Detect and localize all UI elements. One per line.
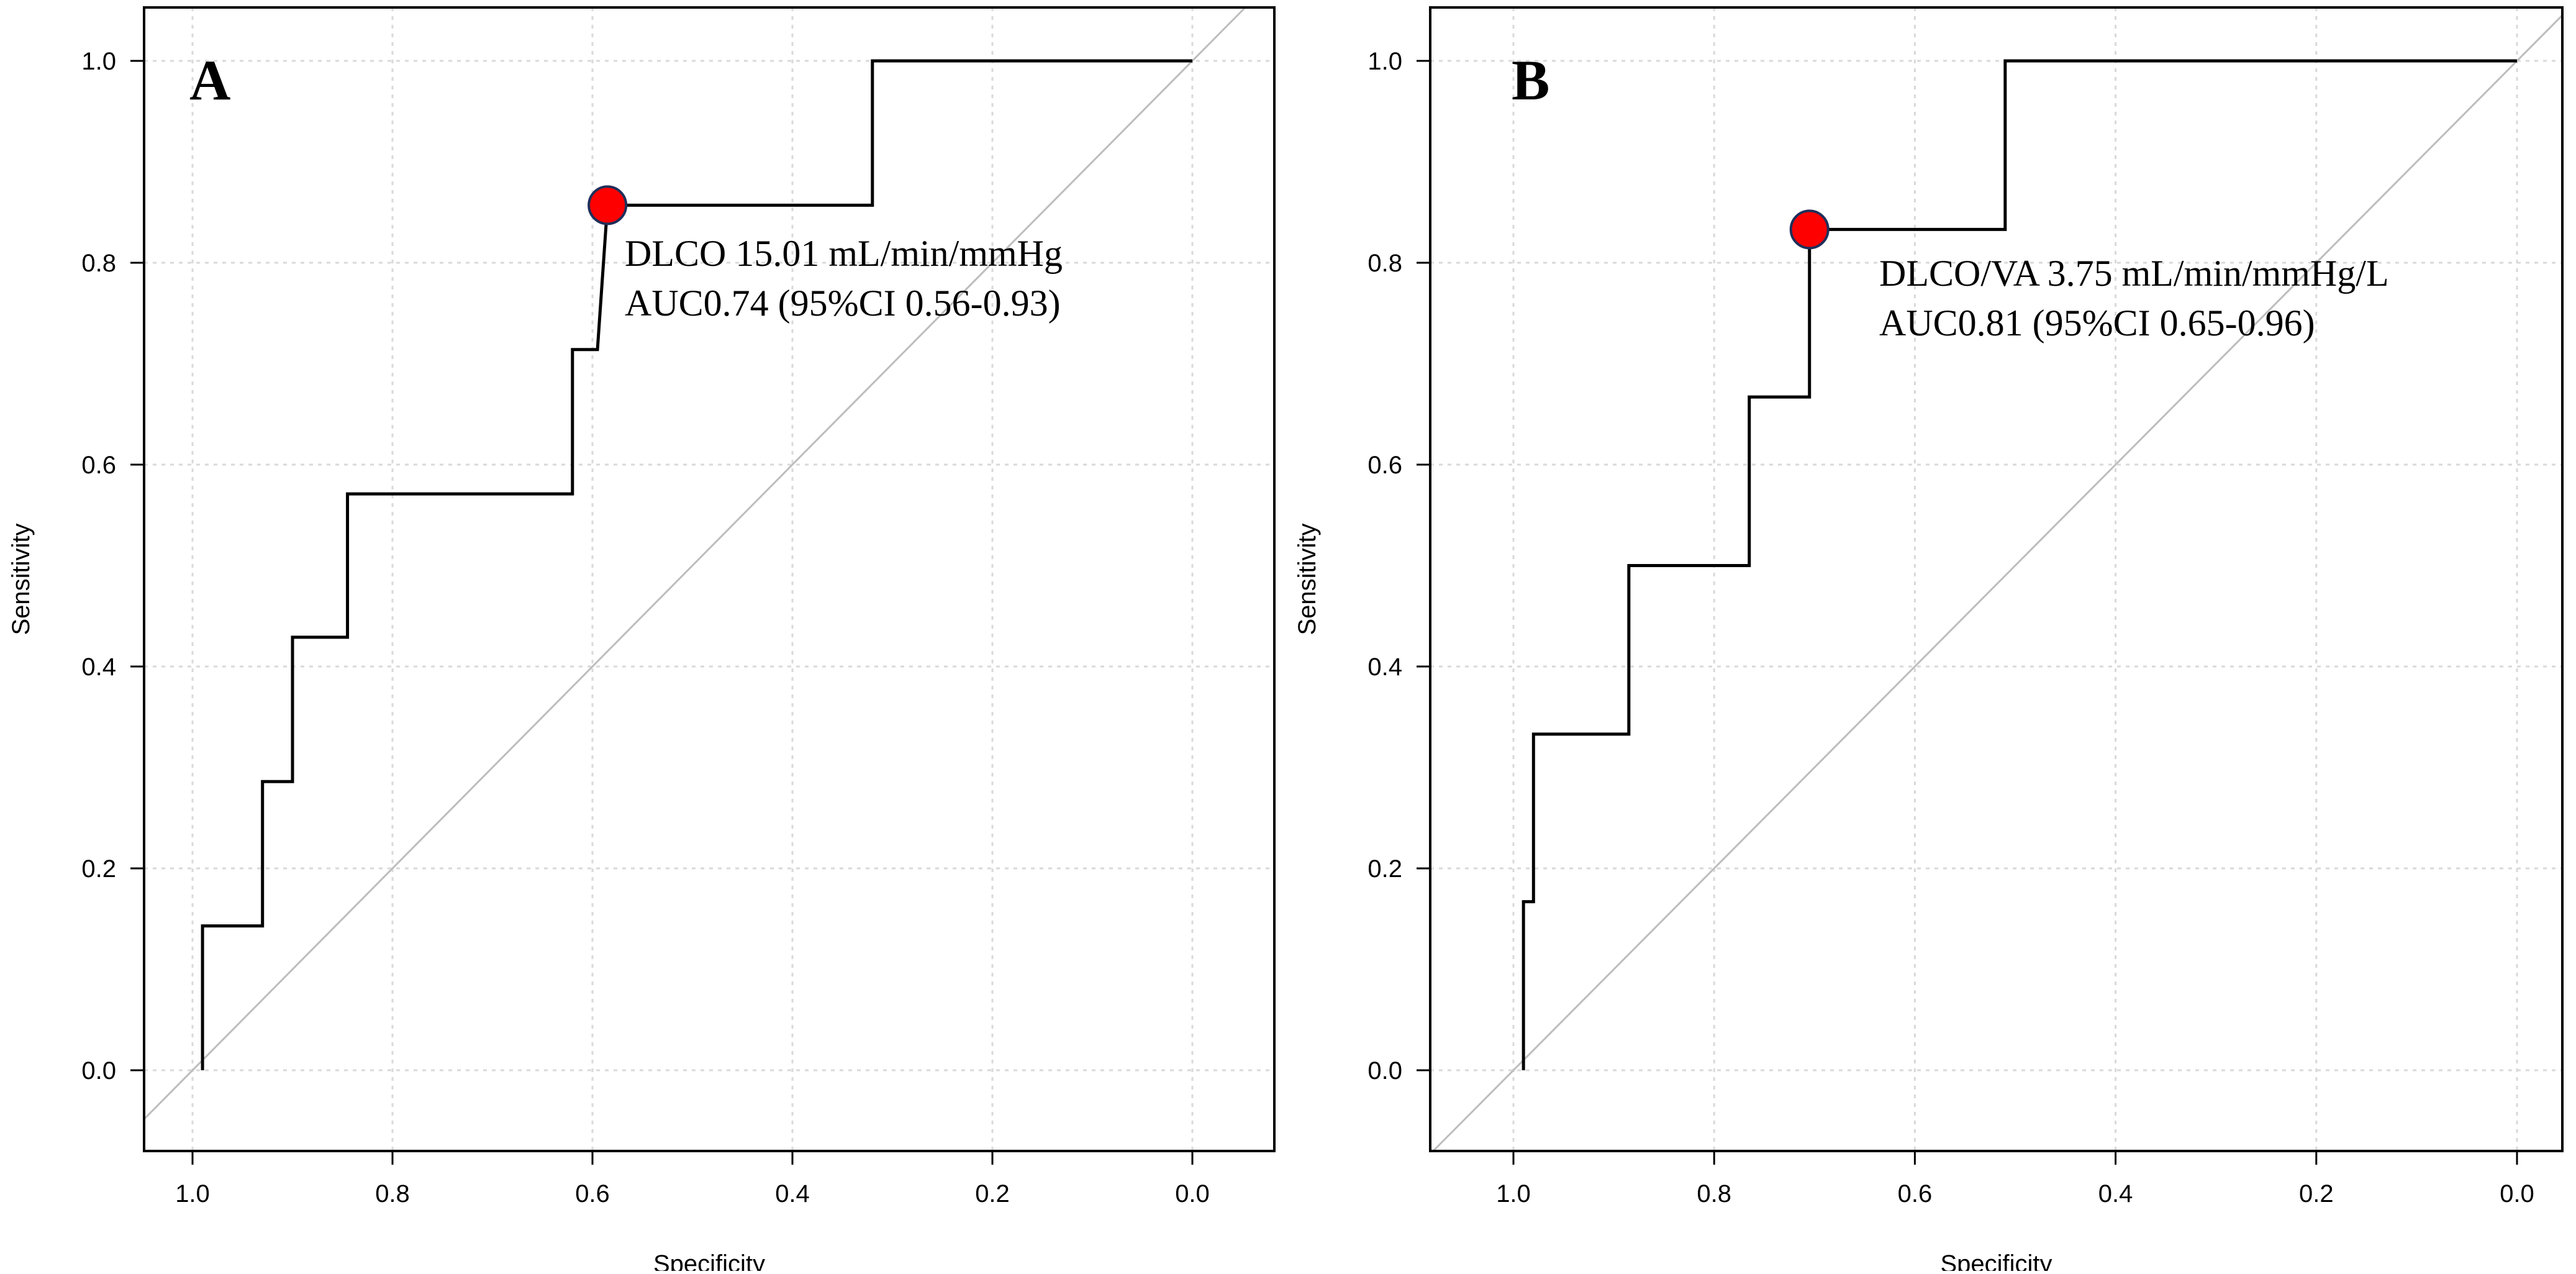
panel-a-x-tick-label-4: 0.2 [975,1180,1010,1208]
panel-a-x-axis-title: Specificity [653,1250,765,1271]
panel-b-y-axis-title: Sensitivity [1294,523,1321,635]
panel-a-annotation-cutoff: DLCO 15.01 mL/min/mmHg [625,233,1063,274]
panel-b-x-tick-label-2: 0.6 [1898,1180,1933,1208]
roc-chart-a: 1.0 0.8 0.6 0.4 0.2 0.0Specificity0.00.20.40.… [7,6,1276,1274]
panel-b-annotation-auc: AUC0.81 (95%CI 0.65-0.96) [1879,303,2315,344]
panel-a-annotation-auc: AUC0.74 (95%CI 0.56-0.93) [625,283,1061,324]
panel-b-x-tick-label-5: 0.0 [2500,1180,2534,1208]
roc-chart-b: 1.0 0.8 0.6 0.4 0.2 0.0Specificity0.00.20.40.… [1294,6,2564,1274]
panel-b-y-tick-label-1: 0.2 [1367,855,1402,883]
panel-a-y-axis: 0.0 0.2 0.4 0.6 0.8 1.0 Sensitivity [7,48,144,1085]
panel-a-roc-curve [201,59,1192,1070]
panel-b-y-axis: 0.0 0.2 0.4 0.6 0.8 1.0 Sensitivity [1294,48,1430,1085]
panel-b-x-tick-label-4: 0.2 [2299,1180,2334,1208]
panel-a-cutoff-point [587,185,628,225]
panel-b-roc-curve [1522,59,2517,1070]
panel-b-y-tick-label-5: 1.0 [1367,48,1402,75]
panel-a-x-axis: 1.0 0.8 0.6 0.4 0.2 0.0 Specificity [175,1151,1210,1274]
panel-a-y-tick-label-3: 0.6 [81,452,116,479]
panel-b-y-tick-label-0: 0.0 [1367,1057,1402,1085]
panel-b-plot-frame [1429,6,2564,1152]
panel-a-y-tick-label-5: 1.0 [81,48,116,75]
panel-a-y-axis-title: Sensitivity [7,523,35,635]
panel-b-annotation-cutoff: DLCO/VA 3.75 mL/min/mmHg/L [1879,253,2389,294]
panel-a-x-tick-label-3: 0.4 [775,1180,810,1208]
panel-b-cutoff-point [1789,209,1830,250]
panel-b-grid [1430,7,2562,1151]
panel-a-grid [144,7,1274,1151]
roc-panel-b: 1.0 0.8 0.6 0.4 0.2 0.0 Specificity 0.0 0.2 0.4 0.… [1288,0,2576,1274]
panel-a-x-tick-label-1: 0.8 [375,1180,410,1208]
panel-a-diagonal-reference-line [143,6,1246,1120]
panel-b-panel-letter: B [1512,48,1549,112]
panel-a-x-tick-label-2: 0.6 [575,1180,610,1208]
roc-panel-a: 1.0 0.8 0.6 0.4 0.2 0.0 Specificity 0.0 0.2 0.4 0.… [0,0,1288,1274]
panel-b-y-tick-label-4: 0.8 [1367,250,1402,277]
panel-b-x-tick-label-1: 0.8 [1697,1180,1731,1208]
panel-b-x-tick-label-3: 0.4 [2098,1180,2133,1208]
panel-a-x-tick-label-5: 0.0 [1175,1180,1210,1208]
panel-a-plot-frame [143,6,1276,1152]
panel-a-x-tick-label-0: 1.0 [175,1180,210,1208]
panel-b-x-tick-label-0: 1.0 [1496,1180,1531,1208]
panel-a-panel-letter: A [189,48,230,112]
panel-a-y-tick-label-2: 0.4 [81,653,116,681]
panel-a-y-tick-label-4: 0.8 [81,250,116,277]
panel-b-x-axis-title: Specificity [1940,1250,2052,1271]
panel-b-y-tick-label-2: 0.4 [1367,653,1402,681]
panel-a-y-tick-label-1: 0.2 [81,855,116,883]
panel-a-y-tick-label-0: 0.0 [81,1057,116,1085]
panel-b-x-axis: 1.0 0.8 0.6 0.4 0.2 0.0 Specificity [1496,1151,2534,1274]
panel-b-diagonal-reference-line [1432,14,2564,1152]
panel-b-y-tick-label-3: 0.6 [1367,452,1402,479]
